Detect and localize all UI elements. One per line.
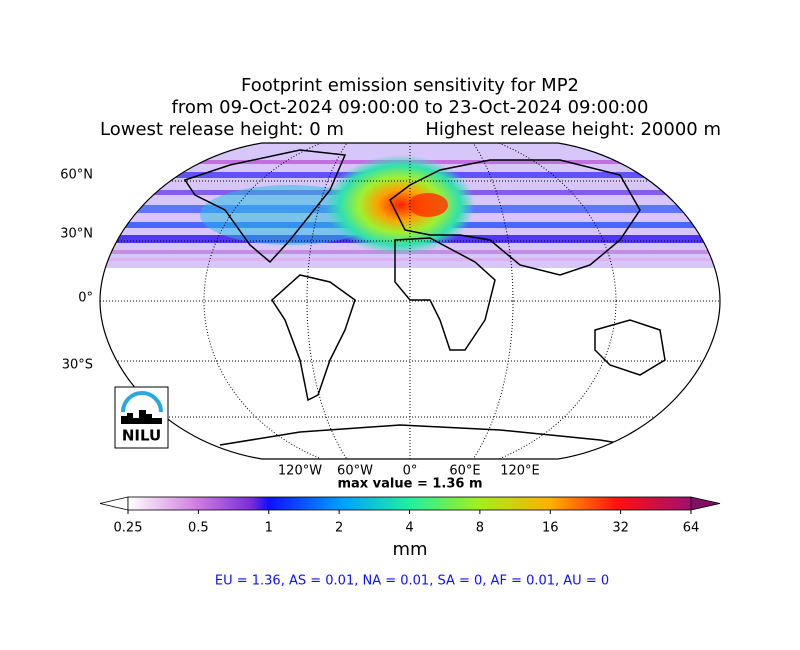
colorbar-tick-label: 0.5 bbox=[188, 521, 209, 536]
colorbar-over bbox=[690, 496, 721, 511]
colorbar-tick-label: 8 bbox=[476, 521, 484, 536]
region-summary: EU = 1.36, AS = 0.01, NA = 0.01, SA = 0,… bbox=[215, 574, 609, 589]
max-value: max value = 1.36 m bbox=[337, 477, 482, 492]
lon-label: 60°E bbox=[449, 464, 480, 479]
colorbar-tick-label: 0.25 bbox=[114, 521, 143, 536]
colorbar-label: mm bbox=[392, 539, 427, 560]
map-frame bbox=[99, 142, 721, 460]
lat-label: 30°N bbox=[60, 227, 93, 242]
map bbox=[100, 143, 720, 459]
period: from 09-Oct-2024 09:00:00 to 23-Oct-2024… bbox=[172, 97, 649, 118]
lat-label: 0° bbox=[78, 291, 93, 306]
colorbar-tick-label: 2 bbox=[335, 521, 343, 536]
colorbar-tick-label: 32 bbox=[612, 521, 629, 536]
lat-label: 30°S bbox=[62, 358, 93, 373]
coastlines bbox=[183, 149, 666, 451]
colorbar-tick-label: 64 bbox=[683, 521, 700, 536]
colorbar-body bbox=[127, 496, 692, 511]
highest-height: Highest release height: 20000 m bbox=[425, 119, 721, 140]
lat-label: 60°N bbox=[60, 168, 93, 183]
lowest-height: Lowest release height: 0 m bbox=[100, 119, 344, 140]
graticule bbox=[100, 143, 720, 459]
lon-label: 120°E bbox=[500, 464, 540, 479]
colorbar-tick-label: 4 bbox=[405, 521, 413, 536]
lon-label: 60°W bbox=[337, 464, 373, 479]
logo-text: NILU bbox=[122, 427, 161, 445]
colorbar bbox=[99, 496, 721, 511]
plume-max bbox=[408, 193, 448, 217]
plume-core bbox=[325, 155, 475, 255]
colorbar-tick-label: 16 bbox=[542, 521, 559, 536]
colorbar-tick-label: 1 bbox=[265, 521, 273, 536]
lon-label: 120°W bbox=[278, 464, 322, 479]
lon-label: 0° bbox=[403, 464, 418, 479]
title: Footprint emission sensitivity for MP2 bbox=[241, 75, 579, 96]
logo-arc bbox=[121, 391, 163, 413]
logo-skyline bbox=[121, 410, 162, 424]
nilu-logo: NILU bbox=[114, 386, 169, 449]
colorbar-under bbox=[99, 496, 129, 511]
